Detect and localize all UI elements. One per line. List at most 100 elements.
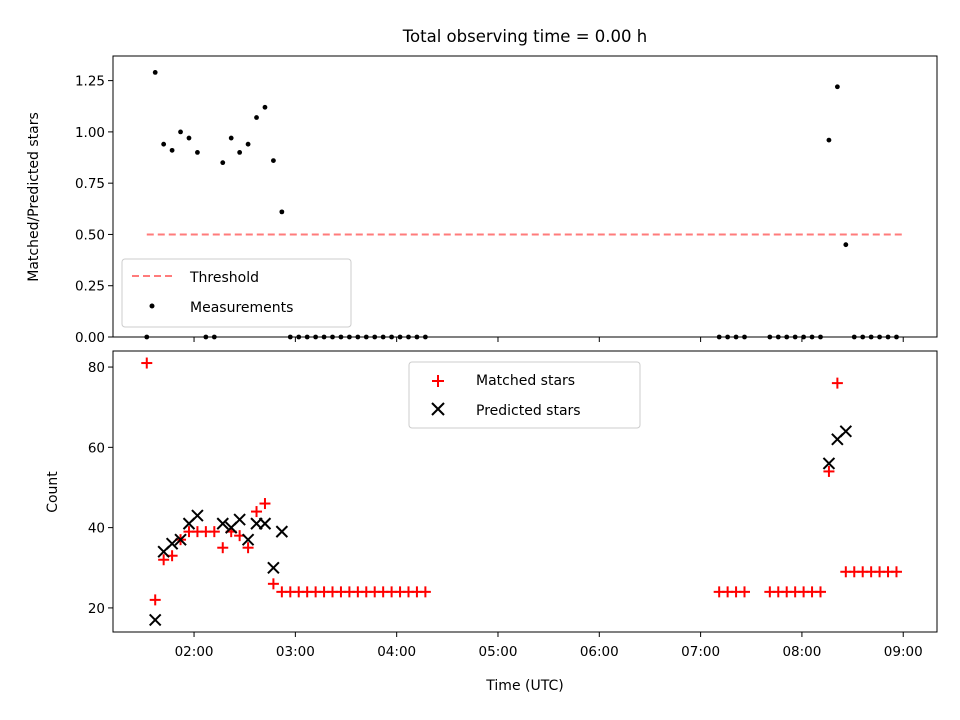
bottom-x-tick-label: 07:00 — [681, 644, 720, 660]
top-y-tick-label: 0.25 — [75, 279, 105, 295]
measurement-point — [767, 334, 773, 340]
measurements-legend-swatch — [149, 303, 155, 309]
matched-legend-swatch — [432, 375, 444, 387]
predicted-legend-label: Predicted stars — [476, 403, 581, 419]
measurement-point — [801, 334, 807, 340]
bottom-x-tick-label: 02:00 — [175, 644, 214, 660]
measurement-point — [851, 334, 857, 340]
bottom-x-tick-label: 09:00 — [884, 644, 923, 660]
measurement-point — [178, 129, 183, 135]
measurement-point — [195, 150, 200, 155]
measurement-point — [784, 334, 790, 340]
measurement-point — [725, 334, 731, 340]
predicted-star-point — [216, 517, 229, 530]
bottom-x-ticks: 02:00 03:00 04:00 05:00 06:00 07:00 08:00 09:00 — [175, 632, 923, 660]
bottom-data-marks — [141, 357, 902, 627]
measurement-point — [220, 160, 226, 166]
predicted-star-point — [275, 525, 289, 538]
matched-star-point — [831, 377, 843, 389]
matched-star-point — [267, 578, 279, 590]
predicted-legend-swatch — [431, 402, 445, 416]
matched-star-point — [141, 357, 153, 369]
bottom-x-tick-label: 04:00 — [377, 644, 416, 660]
measurement-point — [296, 334, 302, 340]
measurement-point — [304, 334, 310, 340]
measurement-point — [152, 70, 158, 75]
top-y-tick-label: 1.25 — [75, 74, 105, 90]
measurement-point — [346, 334, 352, 340]
predicted-star-point — [258, 517, 272, 530]
measurement-point — [237, 150, 243, 155]
predicted-star-point — [241, 533, 255, 546]
measurement-point — [877, 334, 882, 340]
chart-title: Total observing time = 0.00 h — [402, 27, 647, 46]
top-y-axis-label: Matched/Predicted stars — [26, 112, 42, 282]
measurement-point — [885, 334, 891, 340]
matched-star-point — [149, 594, 161, 606]
matched-star-point — [419, 586, 431, 598]
measurement-point — [809, 334, 815, 340]
bottom-plot: Count Time (UTC) 20 40 60 80 02:00 03:00 04:0… — [45, 350, 938, 694]
measurement-point — [397, 334, 403, 340]
top-y-ticks: 0.00 0.25 0.50 0.75 1.00 1.25 — [75, 74, 113, 346]
matched-star-point — [242, 542, 254, 554]
measurement-point — [860, 334, 866, 340]
bottom-y-axis-label: Count — [45, 471, 61, 513]
measurement-point — [775, 334, 781, 340]
measurement-point — [380, 334, 386, 340]
predicted-star-point — [149, 613, 162, 627]
bottom-x-axis-label: Time (UTC) — [485, 678, 563, 694]
measurement-point — [287, 334, 293, 340]
bottom-x-tick-label: 06:00 — [580, 644, 619, 660]
matched-star-point — [739, 586, 751, 598]
matched-star-point — [259, 498, 271, 510]
predicted-star-point — [822, 457, 836, 470]
measurement-point — [372, 334, 378, 340]
measurement-point — [262, 104, 268, 110]
top-legend-box — [121, 258, 352, 328]
bottom-y-tick-label: 40 — [88, 521, 105, 537]
bottom-y-ticks: 20 40 60 80 — [88, 360, 113, 617]
top-y-tick-label: 0.75 — [75, 176, 105, 192]
measurement-point — [843, 242, 849, 248]
threshold-legend-label: Threshold — [189, 270, 259, 286]
measurement-point — [245, 141, 251, 147]
measurement-point — [422, 334, 428, 340]
measurement-point — [313, 334, 319, 340]
measurement-point — [716, 334, 722, 340]
matched-star-point — [823, 465, 835, 477]
measurement-point — [868, 334, 874, 340]
measurement-point — [211, 334, 217, 340]
top-plot-frame — [112, 55, 938, 338]
bottom-y-tick-label: 80 — [88, 360, 105, 376]
bottom-legend: Matched stars Predicted stars — [408, 361, 641, 429]
top-y-tick-label: 1.00 — [75, 125, 105, 141]
measurement-point — [414, 334, 420, 340]
measurement-point — [355, 334, 361, 340]
measurement-point — [742, 334, 747, 340]
bottom-x-tick-label: 08:00 — [782, 644, 821, 660]
matched-star-point — [208, 526, 220, 538]
measurements-legend-label: Measurements — [190, 300, 293, 316]
matched-star-point — [158, 554, 170, 566]
predicted-star-point — [191, 509, 204, 522]
matched-star-point — [251, 506, 263, 518]
measurement-point — [144, 334, 150, 340]
predicted-star-point — [233, 513, 246, 526]
measurement-point — [792, 334, 798, 340]
measurement-point — [733, 334, 739, 340]
measurement-point — [321, 334, 327, 340]
matched-star-point — [217, 542, 229, 554]
measurement-point — [186, 135, 192, 141]
measurement-point — [254, 115, 259, 120]
predicted-star-point — [174, 533, 187, 546]
top-legend: Threshold Measurements — [121, 258, 352, 328]
bottom-x-tick-label: 03:00 — [276, 644, 315, 660]
measurement-point — [169, 147, 175, 153]
measurement-point — [363, 334, 369, 340]
top-y-tick-label: 0.50 — [75, 227, 105, 243]
matched-star-point — [890, 566, 902, 578]
measurement-point — [203, 334, 209, 340]
bottom-legend-box — [408, 361, 641, 429]
